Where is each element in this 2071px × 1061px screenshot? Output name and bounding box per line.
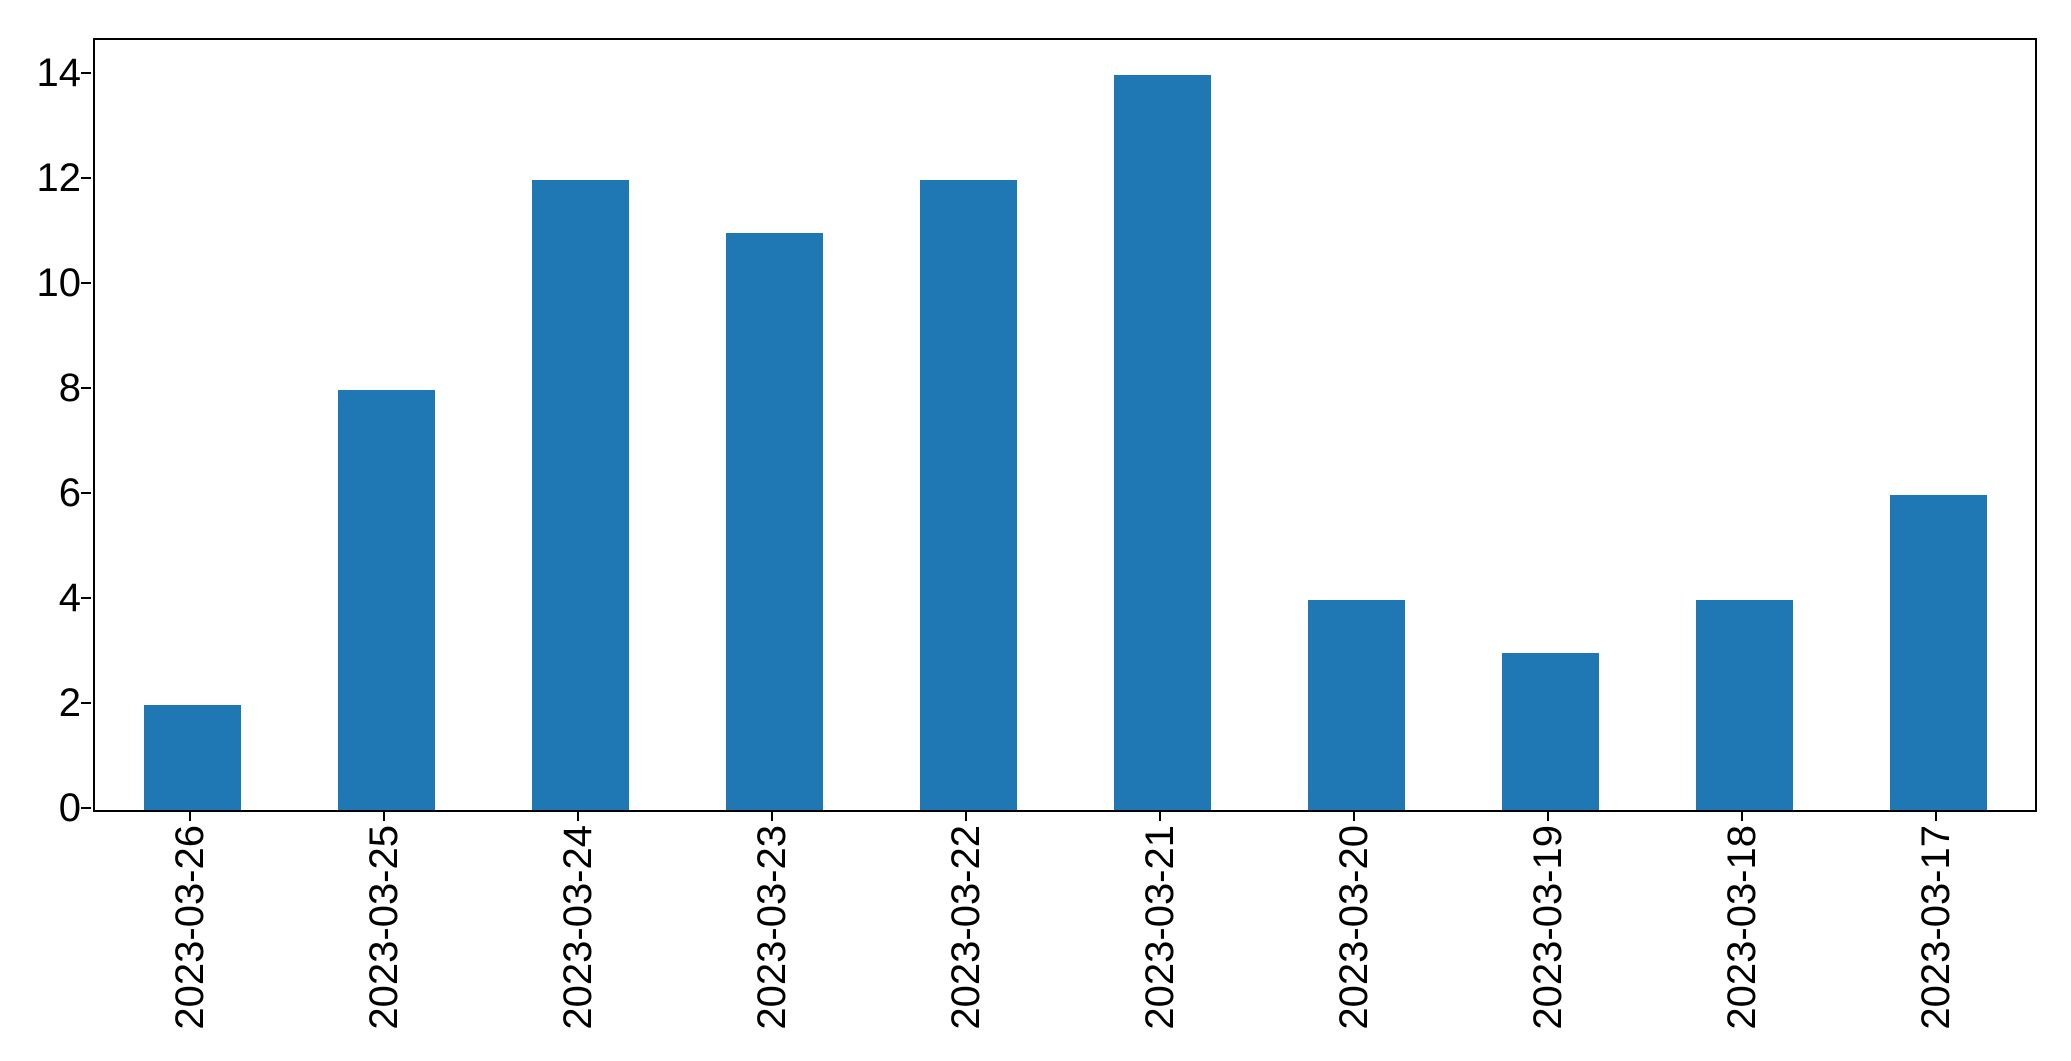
- x-tick-label: 2023-03-17: [1914, 824, 1958, 1030]
- x-tick-label: 2023-03-24: [556, 824, 600, 1030]
- y-tick-mark: [80, 596, 91, 600]
- bar-2023-03-18: [1695, 600, 1793, 810]
- x-tick-mark: [964, 810, 968, 821]
- y-tick-label: 2: [58, 681, 81, 726]
- x-tick-label: 2023-03-19: [1526, 824, 1570, 1030]
- x-tick-mark: [1352, 810, 1356, 821]
- y-tick-label: 6: [58, 471, 81, 516]
- x-tick-mark: [1546, 810, 1550, 821]
- bar-2023-03-24: [531, 180, 629, 810]
- bar-2023-03-20: [1307, 600, 1405, 810]
- y-tick-label: 0: [58, 786, 81, 830]
- x-tick-label: 2023-03-18: [1720, 824, 1764, 1030]
- y-tick-label: 14: [36, 51, 82, 96]
- x-tick-label: 2023-03-25: [362, 824, 406, 1030]
- x-tick-label: 2023-03-23: [750, 824, 794, 1030]
- y-tick-mark: [80, 176, 91, 180]
- x-tick-label: 2023-03-22: [944, 824, 988, 1030]
- y-tick-mark: [80, 806, 91, 810]
- y-tick-label: 4: [58, 576, 81, 621]
- y-tick-label: 8: [58, 366, 81, 411]
- bar-2023-03-26: [143, 705, 241, 810]
- bar-2023-03-22: [919, 180, 1017, 810]
- y-tick-mark: [80, 386, 91, 390]
- bar-2023-03-21: [1113, 75, 1211, 810]
- y-tick-mark: [80, 281, 91, 285]
- y-tick-label: 12: [36, 156, 82, 201]
- x-tick-mark: [770, 810, 774, 821]
- x-tick-label: 2023-03-21: [1138, 824, 1182, 1030]
- x-tick-mark: [576, 810, 580, 821]
- x-tick-label: 2023-03-20: [1332, 824, 1376, 1030]
- y-tick-mark: [80, 71, 91, 75]
- x-tick-mark: [188, 810, 192, 821]
- x-tick-mark: [1740, 810, 1744, 821]
- plot-area: [93, 38, 2037, 812]
- bar-2023-03-23: [725, 232, 823, 810]
- x-tick-mark: [1158, 810, 1162, 821]
- x-tick-label: 2023-03-26: [168, 824, 212, 1030]
- x-tick-mark: [1934, 810, 1938, 821]
- bar-2023-03-17: [1889, 495, 1987, 810]
- y-tick-mark: [80, 701, 91, 705]
- bar-2023-03-25: [337, 390, 435, 810]
- bar-2023-03-19: [1501, 652, 1599, 810]
- x-tick-mark: [382, 810, 386, 821]
- y-tick-label: 10: [36, 261, 82, 306]
- y-tick-mark: [80, 491, 91, 495]
